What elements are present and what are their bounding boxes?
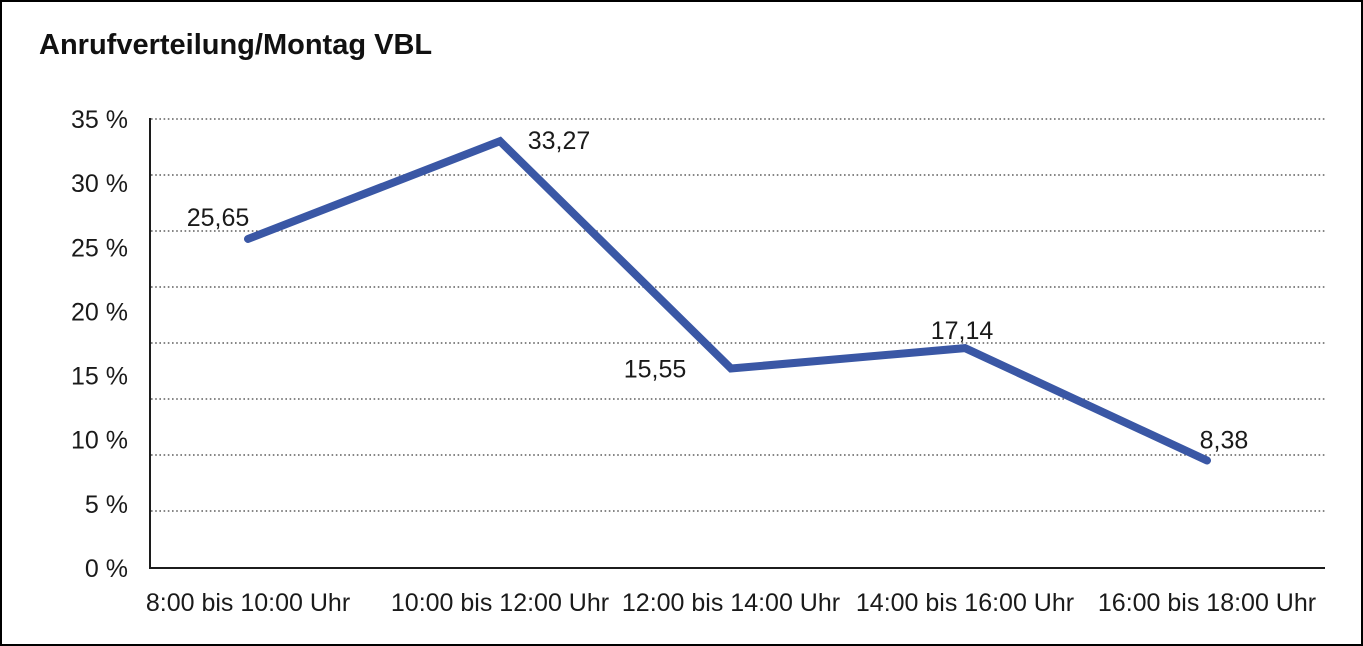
y-tick-label: 25 % [71,234,128,262]
chart-title: Anrufverteilung/Montag VBL [39,29,433,61]
y-tick-label: 35 % [71,106,128,134]
x-category-label: 16:00 bis 18:00 Uhr [1098,589,1316,617]
x-category-label: 8:00 bis 10:00 Uhr [146,589,350,617]
data-point-label: 15,55 [624,356,687,384]
y-tick-label: 0 % [85,555,128,583]
y-tick-label: 20 % [71,298,128,326]
x-category-label: 10:00 bis 12:00 Uhr [391,589,609,617]
data-point-label: 33,27 [528,127,591,155]
data-point-label: 25,65 [187,204,250,232]
y-tick-label: 5 % [85,491,128,519]
y-tick-label: 10 % [71,427,128,455]
y-tick-label: 15 % [71,363,128,391]
y-tick-label: 30 % [71,170,128,198]
data-point-label: 8,38 [1200,426,1249,454]
x-category-label: 14:00 bis 16:00 Uhr [856,589,1074,617]
x-category-label: 12:00 bis 14:00 Uhr [622,589,840,617]
data-point-label: 17,14 [931,317,994,345]
series-line [244,136,1211,465]
